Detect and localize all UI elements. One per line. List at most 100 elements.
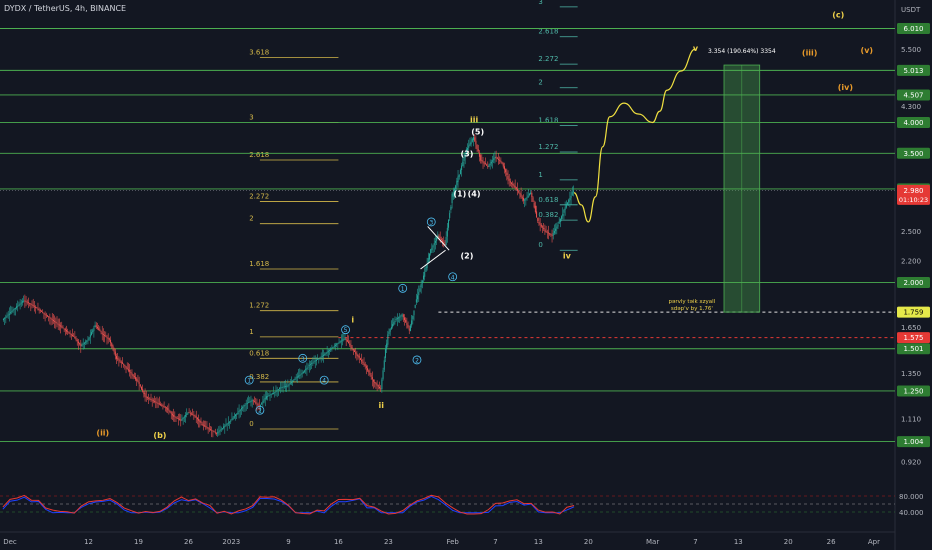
candle: [114, 348, 116, 360]
candle-body: [440, 239, 442, 241]
wave-label: iv: [563, 251, 572, 260]
wave-label: (2): [461, 251, 474, 260]
candle: [320, 352, 322, 363]
candle-body: [493, 158, 495, 161]
projection-curve: [573, 48, 696, 223]
candle-body: [133, 376, 135, 378]
candle-body: [508, 178, 510, 181]
candle-body: [38, 309, 40, 311]
candle: [294, 376, 296, 381]
candle-body: [277, 389, 279, 390]
rsi-tick-label: 40.000: [899, 509, 924, 517]
candle: [99, 326, 101, 332]
candle-body: [361, 360, 363, 362]
candle-body: [139, 384, 141, 387]
fib-lower-level-label: 0.382: [249, 373, 269, 381]
candle-body: [420, 283, 422, 288]
candle: [68, 331, 70, 335]
price-tag: 4.507: [897, 89, 930, 101]
note-line-2: sdəp'v by 1.76': [671, 306, 713, 312]
candle-body: [183, 416, 185, 418]
candle-body: [489, 163, 491, 166]
candle-body: [30, 303, 32, 305]
candle: [180, 414, 182, 427]
candle: [481, 154, 483, 164]
candle-body: [572, 191, 574, 193]
candle-body: [415, 299, 417, 303]
candle-body: [507, 175, 509, 179]
wave-label: (5): [471, 127, 484, 136]
candle: [192, 408, 194, 416]
candle: [213, 430, 215, 433]
candle-body: [413, 310, 415, 316]
candle: [440, 236, 442, 242]
candle: [400, 314, 402, 322]
candle: [448, 219, 450, 231]
candle: [31, 300, 33, 309]
candle-body: [571, 192, 573, 196]
candle-body: [540, 225, 542, 227]
candle-body: [502, 163, 504, 167]
candle-body: [526, 196, 528, 198]
candle: [250, 395, 252, 407]
candle-body: [254, 401, 256, 403]
candle: [318, 358, 320, 364]
candle-body: [513, 184, 515, 187]
candle: [499, 156, 501, 164]
candle: [152, 398, 154, 404]
candle-body: [478, 152, 480, 157]
fib-lower-level-label: 1.272: [249, 302, 269, 310]
time-tick-label: 2023: [222, 538, 240, 546]
target-box[interactable]: 3.354 (190.64%) 3354 pərvly təik xzyallsd…: [668, 48, 776, 313]
candle: [515, 186, 517, 190]
candle-body: [426, 263, 428, 269]
candle: [432, 244, 434, 254]
candle: [296, 372, 298, 383]
candle-body: [119, 360, 121, 362]
candle-body: [434, 241, 436, 243]
candle: [196, 417, 198, 425]
price-tag-label: 1.004: [903, 438, 924, 446]
candle: [349, 340, 351, 347]
candle-body: [465, 149, 467, 154]
candle-body: [487, 165, 489, 168]
candle-body: [497, 158, 499, 160]
candle: [41, 310, 43, 312]
candle-body: [557, 224, 559, 227]
candle-body: [427, 257, 429, 263]
candle-body: [377, 385, 379, 387]
candle-body: [63, 328, 65, 330]
candle: [375, 381, 377, 389]
candle-body: [308, 365, 310, 367]
candle-body: [130, 372, 132, 374]
candle: [92, 328, 94, 334]
candle: [346, 334, 348, 343]
candle: [201, 421, 203, 426]
candle-body: [424, 271, 426, 277]
candle: [256, 398, 258, 411]
candle: [427, 252, 429, 264]
candle: [319, 356, 321, 361]
candle: [77, 338, 79, 350]
time-tick-label: 13: [734, 538, 743, 546]
candle: [91, 329, 93, 336]
candle-body: [320, 356, 322, 358]
candle: [450, 204, 452, 214]
candle: [158, 396, 160, 406]
candle-body: [129, 370, 131, 372]
candle-body: [373, 380, 375, 382]
time-tick-label: Feb: [446, 538, 459, 546]
candle: [539, 217, 541, 232]
candle: [220, 426, 222, 433]
candle: [255, 397, 257, 405]
candle-body: [223, 426, 225, 429]
candle-body: [220, 429, 222, 431]
candle-body: [309, 364, 311, 365]
candle-body: [13, 309, 15, 311]
candle: [518, 189, 520, 194]
wave-circle: [341, 325, 350, 335]
candle-body: [411, 320, 413, 326]
candle: [567, 202, 569, 206]
candle-body: [383, 360, 385, 370]
